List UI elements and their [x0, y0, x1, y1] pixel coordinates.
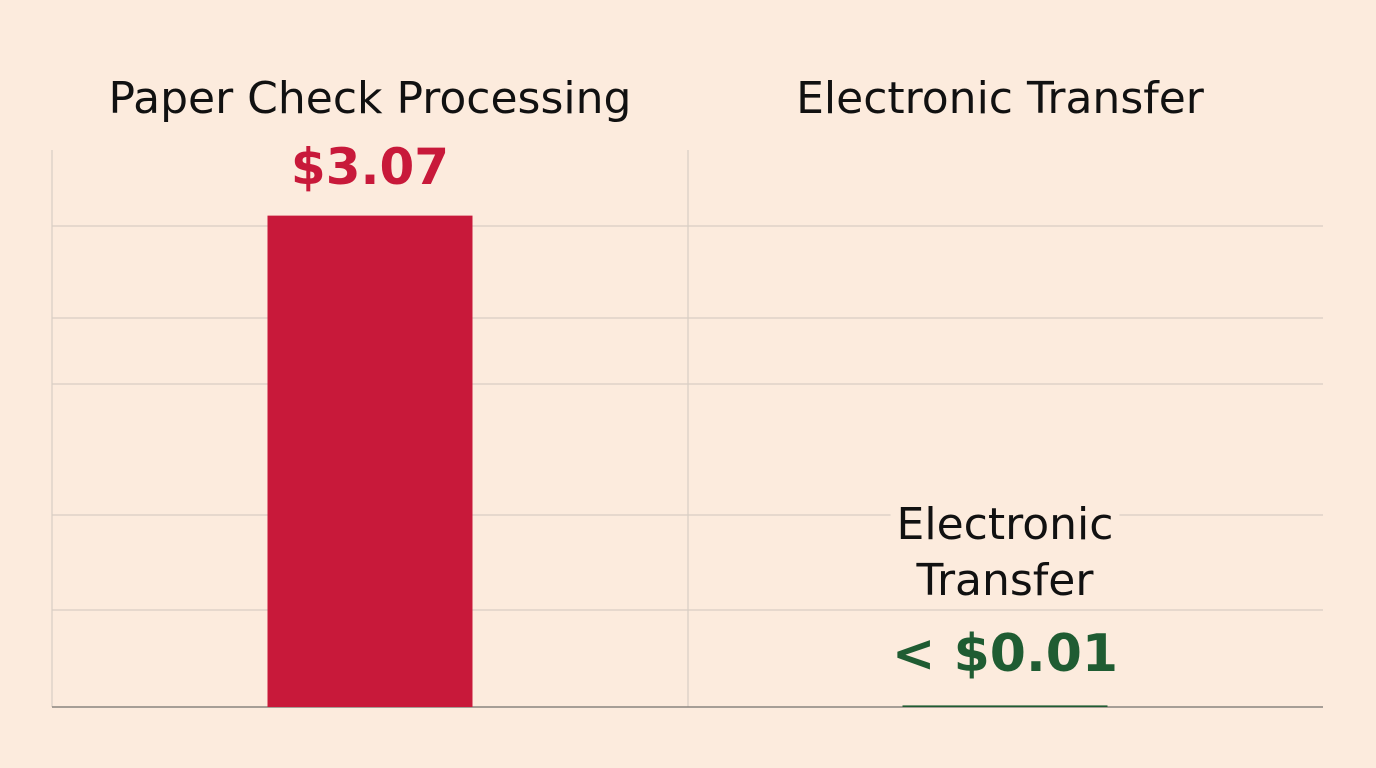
- value-label: < $0.01: [892, 624, 1118, 684]
- bar: [267, 215, 473, 707]
- value-label: $3.07: [291, 138, 449, 196]
- panel-header: Paper Check Processing: [109, 73, 632, 124]
- panel-header: Electronic Transfer: [796, 73, 1205, 124]
- annotation: Electronic Transfer: [897, 499, 1114, 606]
- background-lines: [51, 150, 1323, 708]
- annotation-background: [890, 499, 1120, 606]
- bar: [902, 705, 1108, 707]
